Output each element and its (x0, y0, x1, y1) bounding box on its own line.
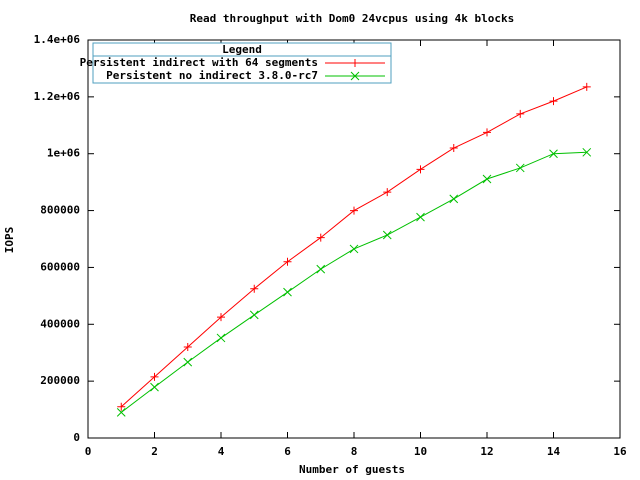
point-marker (316, 233, 325, 242)
y-tick-label: 400000 (40, 317, 80, 330)
y-tick-label: 1.4e+06 (34, 33, 81, 46)
point-marker (449, 194, 459, 204)
legend-title: Legend (222, 43, 262, 56)
point-marker (482, 174, 492, 184)
y-axis-label: IOPS (3, 227, 16, 254)
x-tick-label: 6 (284, 445, 291, 458)
point-marker (316, 264, 326, 274)
point-marker (117, 402, 126, 411)
point-marker (549, 149, 558, 159)
x-tick-label: 16 (613, 445, 627, 458)
point-marker (183, 343, 192, 352)
point-marker (483, 128, 491, 137)
point-marker (416, 165, 425, 174)
point-marker (216, 333, 226, 343)
point-marker (183, 357, 193, 367)
point-marker (382, 230, 392, 240)
x-axis-label: Number of guests (299, 463, 405, 476)
legend-marker (351, 59, 359, 67)
point-marker (250, 284, 259, 293)
x-tick-label: 2 (151, 445, 158, 458)
y-tick-label: 800000 (40, 204, 80, 217)
y-tick-label: 1e+06 (47, 147, 80, 160)
y-tick-label: 200000 (40, 374, 80, 387)
point-marker (383, 188, 392, 197)
legend-marker (350, 71, 360, 81)
point-marker (582, 82, 591, 91)
point-marker (349, 244, 359, 254)
point-marker (217, 313, 225, 322)
point-marker (150, 372, 159, 381)
point-marker (150, 382, 159, 392)
point-marker (116, 408, 126, 417)
x-tick-label: 8 (351, 445, 358, 458)
legend-label: Persistent indirect with 64 segments (80, 56, 318, 69)
point-marker (515, 163, 525, 173)
point-marker (516, 109, 525, 118)
y-tick-label: 600000 (40, 260, 80, 273)
legend-label: Persistent no indirect 3.8.0-rc7 (106, 69, 318, 82)
point-marker (449, 144, 458, 153)
y-tick-label: 1.2e+06 (34, 90, 81, 103)
point-marker (283, 257, 292, 266)
y-tick-label: 0 (73, 431, 80, 444)
point-marker (549, 97, 558, 106)
point-marker (283, 287, 292, 297)
x-tick-label: 4 (218, 445, 225, 458)
point-marker (582, 147, 592, 157)
x-tick-label: 10 (414, 445, 427, 458)
point-marker (416, 212, 425, 222)
chart-title: Read throughput with Dom0 24vcpus using … (190, 12, 515, 25)
x-tick-label: 0 (85, 445, 92, 458)
x-tick-label: 14 (547, 445, 561, 458)
point-marker (249, 310, 259, 320)
point-marker (350, 206, 358, 215)
x-tick-label: 12 (480, 445, 493, 458)
